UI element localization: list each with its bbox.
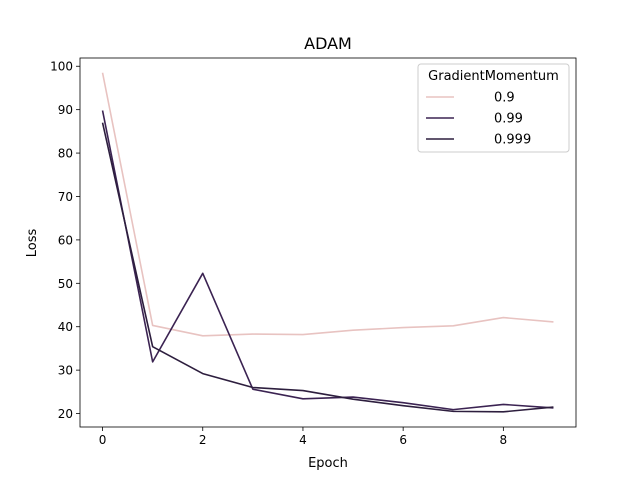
y-tick-label: 70: [58, 190, 73, 204]
legend-label-0.99: 0.99: [494, 112, 523, 127]
series-line-0.99: [101, 110, 554, 411]
x-axis-label: Epoch: [308, 456, 348, 471]
plot-frame: [79, 57, 577, 428]
x-axis-ticks: 0 2 4 6 8: [99, 427, 507, 447]
x-tick-label: 4: [299, 433, 307, 447]
legend-label-0.999: 0.999: [494, 133, 531, 148]
series-layer: [101, 72, 554, 413]
y-tick-label: 40: [58, 320, 73, 334]
legend-title: GradientMomentum: [428, 69, 559, 84]
x-tick-label: 6: [399, 433, 407, 447]
x-tick-label: 0: [99, 433, 107, 447]
legend-label-0.9: 0.9: [494, 91, 515, 106]
y-axis-label: Loss: [25, 229, 40, 258]
x-tick-label: 2: [199, 433, 207, 447]
legend-items: 0.9 0.99 0.999: [426, 91, 531, 148]
series-line-0.9: [101, 72, 554, 337]
y-tick-label: 80: [58, 147, 73, 161]
legend: GradientMomentum 0.9 0.99 0.999: [417, 63, 570, 153]
y-tick-label: 90: [58, 103, 73, 117]
y-tick-label: 20: [58, 407, 73, 421]
legend-box: [417, 63, 570, 153]
chart-title: ADAM: [304, 34, 352, 53]
y-tick-label: 60: [58, 233, 73, 247]
y-axis-ticks: 20 30 40 50 60 70 80 90 100: [50, 60, 80, 421]
y-tick-label: 100: [50, 60, 73, 74]
y-tick-label: 50: [58, 277, 73, 291]
y-tick-label: 30: [58, 364, 73, 378]
x-tick-label: 8: [500, 433, 508, 447]
series-line-0.999: [101, 122, 554, 413]
